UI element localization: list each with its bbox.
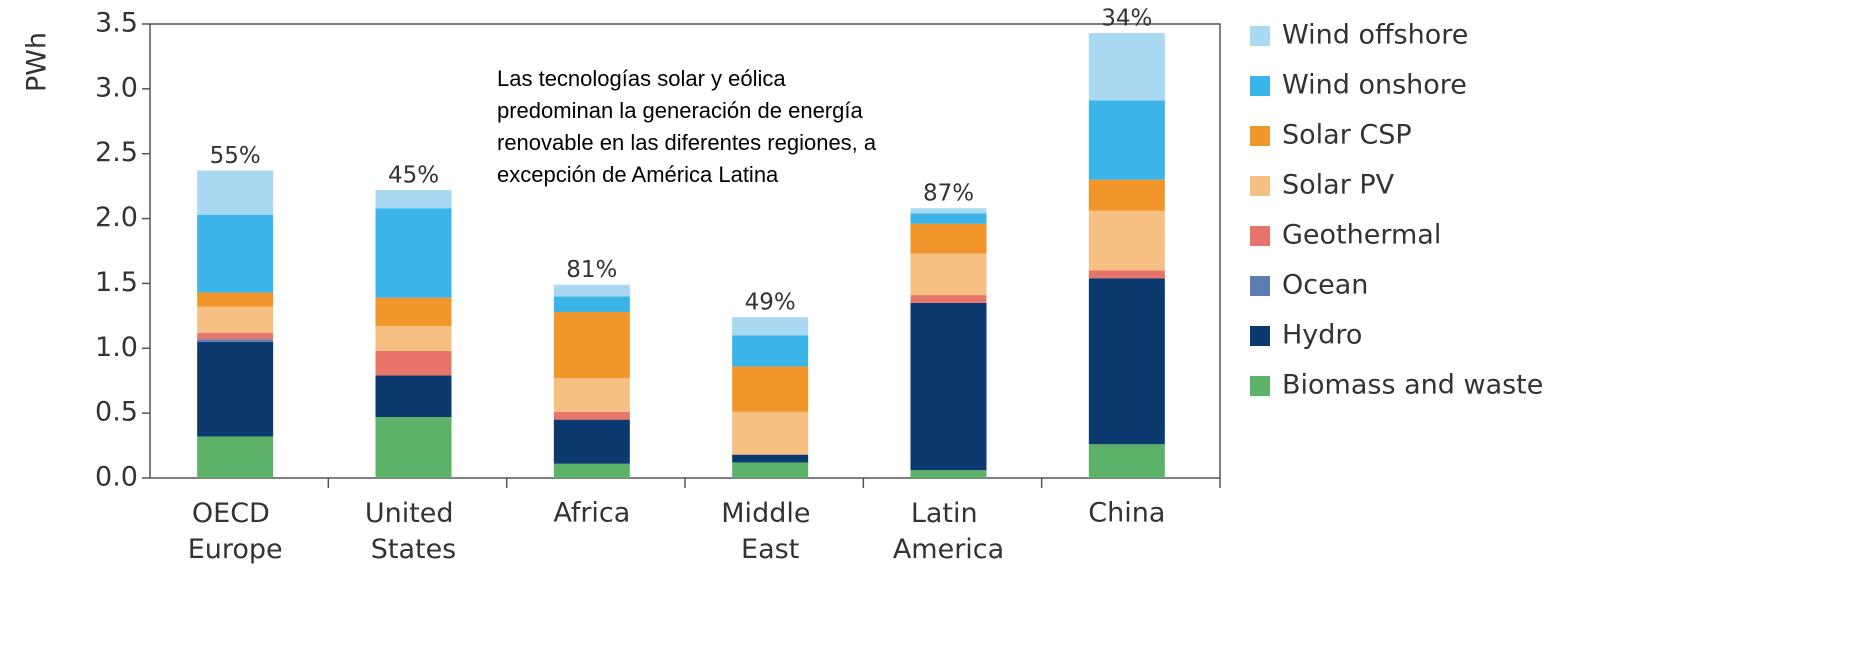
annotation: excepción de América Latina bbox=[497, 162, 779, 187]
bar-label: 55% bbox=[210, 143, 261, 169]
x-tick-label: Africa bbox=[553, 498, 630, 529]
bar-segment bbox=[553, 411, 630, 420]
annotation: renovable en las diferentes regiones, a bbox=[497, 130, 877, 155]
bar-segment bbox=[732, 454, 809, 463]
bar-segment bbox=[375, 350, 452, 376]
y-tick-label: 1.0 bbox=[95, 332, 138, 363]
legend-swatch bbox=[1250, 76, 1270, 96]
x-tick-label: Latin America bbox=[893, 498, 1004, 565]
legend-swatch bbox=[1250, 276, 1270, 296]
bar-segment bbox=[1088, 179, 1165, 211]
bar-segment bbox=[375, 190, 452, 209]
bar-segment bbox=[1088, 33, 1165, 101]
annotation: predominan la generación de energía bbox=[497, 98, 863, 123]
legend-swatch bbox=[1250, 226, 1270, 246]
bar-segment bbox=[553, 296, 630, 312]
bar-segment bbox=[910, 295, 987, 303]
bar-segment bbox=[197, 170, 274, 215]
x-tick-line: Latin bbox=[911, 498, 986, 529]
legend-label: Solar CSP bbox=[1282, 120, 1412, 151]
bar-segment bbox=[910, 213, 987, 224]
bar-segment bbox=[910, 302, 987, 471]
bar-segment bbox=[197, 214, 274, 293]
bar-segment bbox=[197, 339, 274, 342]
bar-segment bbox=[553, 284, 630, 297]
x-tick-line: United bbox=[365, 498, 462, 529]
bar-label: 87% bbox=[923, 181, 974, 207]
legend-label: Geothermal bbox=[1282, 220, 1441, 251]
bar-segment bbox=[197, 436, 274, 478]
annotation: Las tecnologías solar y eólica bbox=[497, 66, 786, 91]
bar-segment bbox=[910, 470, 987, 478]
bar-segment bbox=[375, 417, 452, 478]
bar-segment bbox=[732, 366, 809, 412]
legend-label: Hydro bbox=[1282, 320, 1362, 351]
bar-segment bbox=[197, 306, 274, 333]
bar-segment bbox=[375, 375, 452, 418]
legend-swatch bbox=[1250, 376, 1270, 396]
legend-label: Solar PV bbox=[1282, 170, 1395, 201]
bar-segment bbox=[197, 332, 274, 340]
bar-segment bbox=[732, 317, 809, 336]
bar-segment bbox=[553, 463, 630, 478]
x-tick-label: OECD Europe bbox=[188, 498, 283, 565]
legend-label: Biomass and waste bbox=[1282, 370, 1543, 401]
bar-segment bbox=[1088, 444, 1165, 478]
bar-segment bbox=[375, 297, 452, 327]
y-tick-label: 0.0 bbox=[95, 462, 138, 493]
bar-segment bbox=[910, 208, 987, 214]
legend-swatch bbox=[1250, 176, 1270, 196]
legend-label: Wind offshore bbox=[1282, 20, 1468, 51]
x-tick-line: Middle bbox=[721, 498, 819, 529]
x-tick-line: America bbox=[893, 534, 1004, 565]
x-tick-line: States bbox=[371, 534, 457, 565]
bar-segment bbox=[732, 462, 809, 478]
x-tick-line: East bbox=[741, 534, 799, 565]
bar-label: 49% bbox=[745, 290, 796, 316]
bar-segment bbox=[1088, 278, 1165, 445]
y-tick-label: 2.0 bbox=[95, 202, 138, 233]
legend-label: Wind onshore bbox=[1282, 70, 1467, 101]
bar-segment bbox=[553, 419, 630, 464]
x-tick-label: Middle East bbox=[721, 498, 819, 565]
bar-segment bbox=[375, 208, 452, 298]
plot-frame bbox=[149, 23, 1221, 479]
y-tick-label: 3.0 bbox=[95, 72, 138, 103]
legend-swatch bbox=[1250, 326, 1270, 346]
bar-segment bbox=[1088, 270, 1165, 279]
y-tick-label: 0.5 bbox=[95, 397, 138, 428]
legend-swatch bbox=[1250, 26, 1270, 46]
bar-segment bbox=[197, 292, 274, 307]
bar-segment bbox=[375, 326, 452, 351]
bar-segment bbox=[1088, 100, 1165, 180]
legend-swatch bbox=[1250, 126, 1270, 146]
y-tick-label: 3.5 bbox=[95, 8, 138, 39]
bar-label: 45% bbox=[388, 163, 439, 189]
x-tick-line: Europe bbox=[188, 534, 283, 565]
bar-segment bbox=[1088, 210, 1165, 271]
bar-segment bbox=[910, 253, 987, 296]
x-tick-line: OECD bbox=[192, 498, 279, 529]
x-tick-label: United States bbox=[365, 498, 462, 565]
bar-segment bbox=[910, 223, 987, 254]
bar-segment bbox=[197, 341, 274, 437]
bar-segment bbox=[732, 335, 809, 367]
bar-label: 34% bbox=[1101, 6, 1152, 32]
bar-segment bbox=[553, 378, 630, 412]
y-tick-label: 1.5 bbox=[95, 267, 138, 298]
bar-segment bbox=[553, 311, 630, 379]
y-axis-label: PWh bbox=[22, 32, 53, 92]
x-tick-label: China bbox=[1088, 498, 1165, 529]
y-tick-label: 2.5 bbox=[95, 137, 138, 168]
bar-segment bbox=[732, 411, 809, 455]
bar-label: 81% bbox=[566, 257, 617, 283]
legend-label: Ocean bbox=[1282, 270, 1368, 301]
